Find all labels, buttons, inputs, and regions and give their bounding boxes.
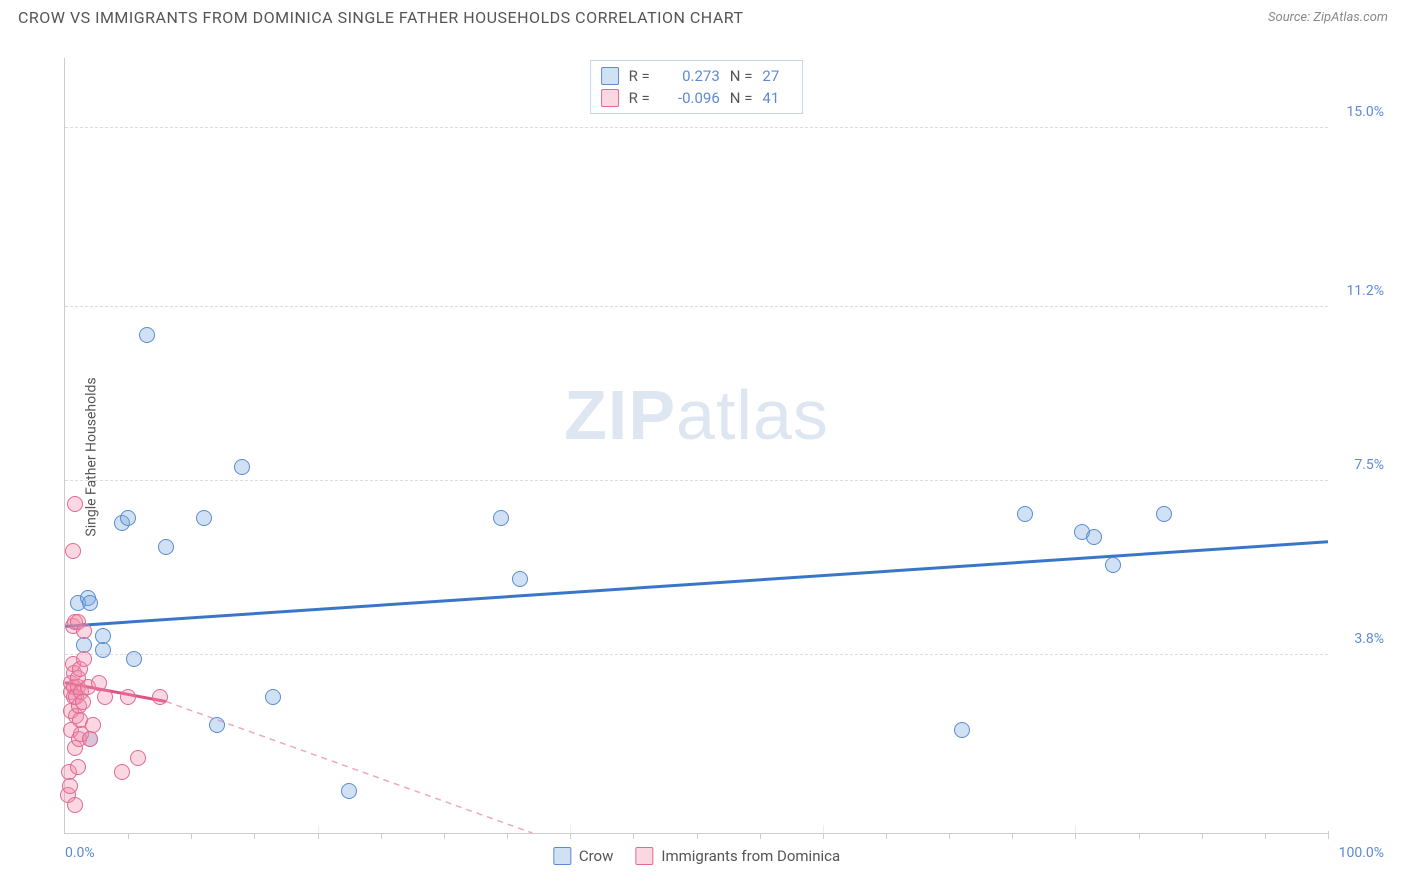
y-tick-label: 3.8% <box>1334 631 1384 647</box>
point-crow <box>265 689 281 705</box>
x-tick-minor <box>128 833 129 839</box>
point-dominica <box>114 764 130 780</box>
point-crow <box>493 510 509 526</box>
point-crow <box>1086 529 1102 545</box>
legend-label-dominica: Immigrants from Dominica <box>661 847 840 865</box>
point-dominica <box>120 689 136 705</box>
r-label: R = <box>629 89 650 107</box>
point-crow <box>234 459 250 475</box>
point-crow <box>95 628 111 644</box>
point-dominica <box>62 778 78 794</box>
x-tick-minor <box>1265 833 1266 839</box>
point-crow <box>1017 506 1033 522</box>
watermark: ZIPatlas <box>564 375 829 455</box>
gridline-v <box>1075 825 1076 833</box>
point-dominica <box>70 759 86 775</box>
point-dominica <box>76 651 92 667</box>
point-dominica <box>67 797 83 813</box>
swatch-blue-icon <box>601 67 619 85</box>
series-legend: Crow Immigrants from Dominica <box>553 847 840 865</box>
point-dominica <box>65 543 81 559</box>
gridline-v <box>570 825 571 833</box>
x-tick-minor <box>697 833 698 839</box>
chart-container: Single Father Households ZIPatlas R = 0.… <box>18 40 1388 874</box>
x-tick-minor <box>444 833 445 839</box>
point-dominica <box>76 623 92 639</box>
point-dominica <box>97 689 113 705</box>
x-tick <box>1328 831 1329 839</box>
swatch-pink-icon <box>601 89 619 107</box>
watermark-light: atlas <box>676 376 829 454</box>
gridline-v <box>318 825 319 833</box>
point-crow <box>139 327 155 343</box>
gridline-h <box>65 480 1328 481</box>
point-dominica <box>67 496 83 512</box>
point-crow <box>1105 557 1121 573</box>
n-value-crow: 27 <box>762 67 792 85</box>
watermark-bold: ZIP <box>564 376 676 454</box>
r-value-dominica: -0.096 <box>660 89 720 107</box>
legend-item-dominica: Immigrants from Dominica <box>635 847 840 865</box>
point-crow <box>158 539 174 555</box>
plot-area: ZIPatlas R = 0.273 N = 27 R = -0.096 N =… <box>64 58 1328 834</box>
n-label: N = <box>730 67 753 85</box>
point-dominica <box>75 694 91 710</box>
r-value-crow: 0.273 <box>660 67 720 85</box>
chart-header: CROW VS IMMIGRANTS FROM DOMINICA SINGLE … <box>0 0 1406 31</box>
point-crow <box>196 510 212 526</box>
point-crow <box>341 783 357 799</box>
gridline-h <box>65 127 1328 128</box>
gridline-h <box>65 306 1328 307</box>
point-crow <box>954 722 970 738</box>
n-label: N = <box>730 89 753 107</box>
point-crow <box>1156 506 1172 522</box>
point-dominica <box>82 731 98 747</box>
x-tick-minor <box>1202 833 1203 839</box>
gridline-v <box>823 825 824 833</box>
point-dominica <box>152 689 168 705</box>
y-tick-label: 7.5% <box>1334 457 1384 473</box>
point-crow <box>82 595 98 611</box>
x-tick-minor <box>949 833 950 839</box>
point-crow <box>126 651 142 667</box>
x-axis-max-label: 100.0% <box>1339 845 1384 861</box>
legend-label-crow: Crow <box>579 847 614 865</box>
legend-row-crow: R = 0.273 N = 27 <box>601 65 793 87</box>
y-tick-label: 11.2% <box>1334 283 1384 299</box>
x-tick-minor <box>1012 833 1013 839</box>
trend-lines <box>65 58 1328 833</box>
point-dominica <box>130 750 146 766</box>
point-crow <box>120 510 136 526</box>
x-tick-minor <box>254 833 255 839</box>
x-tick-minor <box>633 833 634 839</box>
correlation-legend: R = 0.273 N = 27 R = -0.096 N = 41 <box>590 60 804 114</box>
swatch-blue-icon <box>553 847 571 865</box>
n-value-dominica: 41 <box>762 89 792 107</box>
chart-source: Source: ZipAtlas.com <box>1268 10 1388 25</box>
chart-title: CROW VS IMMIGRANTS FROM DOMINICA SINGLE … <box>18 8 744 27</box>
point-crow <box>95 642 111 658</box>
point-crow <box>209 717 225 733</box>
y-tick-label: 15.0% <box>1334 104 1384 120</box>
gridline-h <box>65 654 1328 655</box>
x-tick-minor <box>1139 833 1140 839</box>
point-crow <box>512 571 528 587</box>
x-tick-minor <box>886 833 887 839</box>
swatch-pink-icon <box>635 847 653 865</box>
point-dominica <box>85 717 101 733</box>
legend-item-crow: Crow <box>553 847 614 865</box>
x-axis-min-label: 0.0% <box>65 845 95 861</box>
x-tick-minor <box>507 833 508 839</box>
x-tick-minor <box>760 833 761 839</box>
x-tick-minor <box>191 833 192 839</box>
r-label: R = <box>629 67 650 85</box>
x-tick-minor <box>381 833 382 839</box>
legend-row-dominica: R = -0.096 N = 41 <box>601 87 793 109</box>
